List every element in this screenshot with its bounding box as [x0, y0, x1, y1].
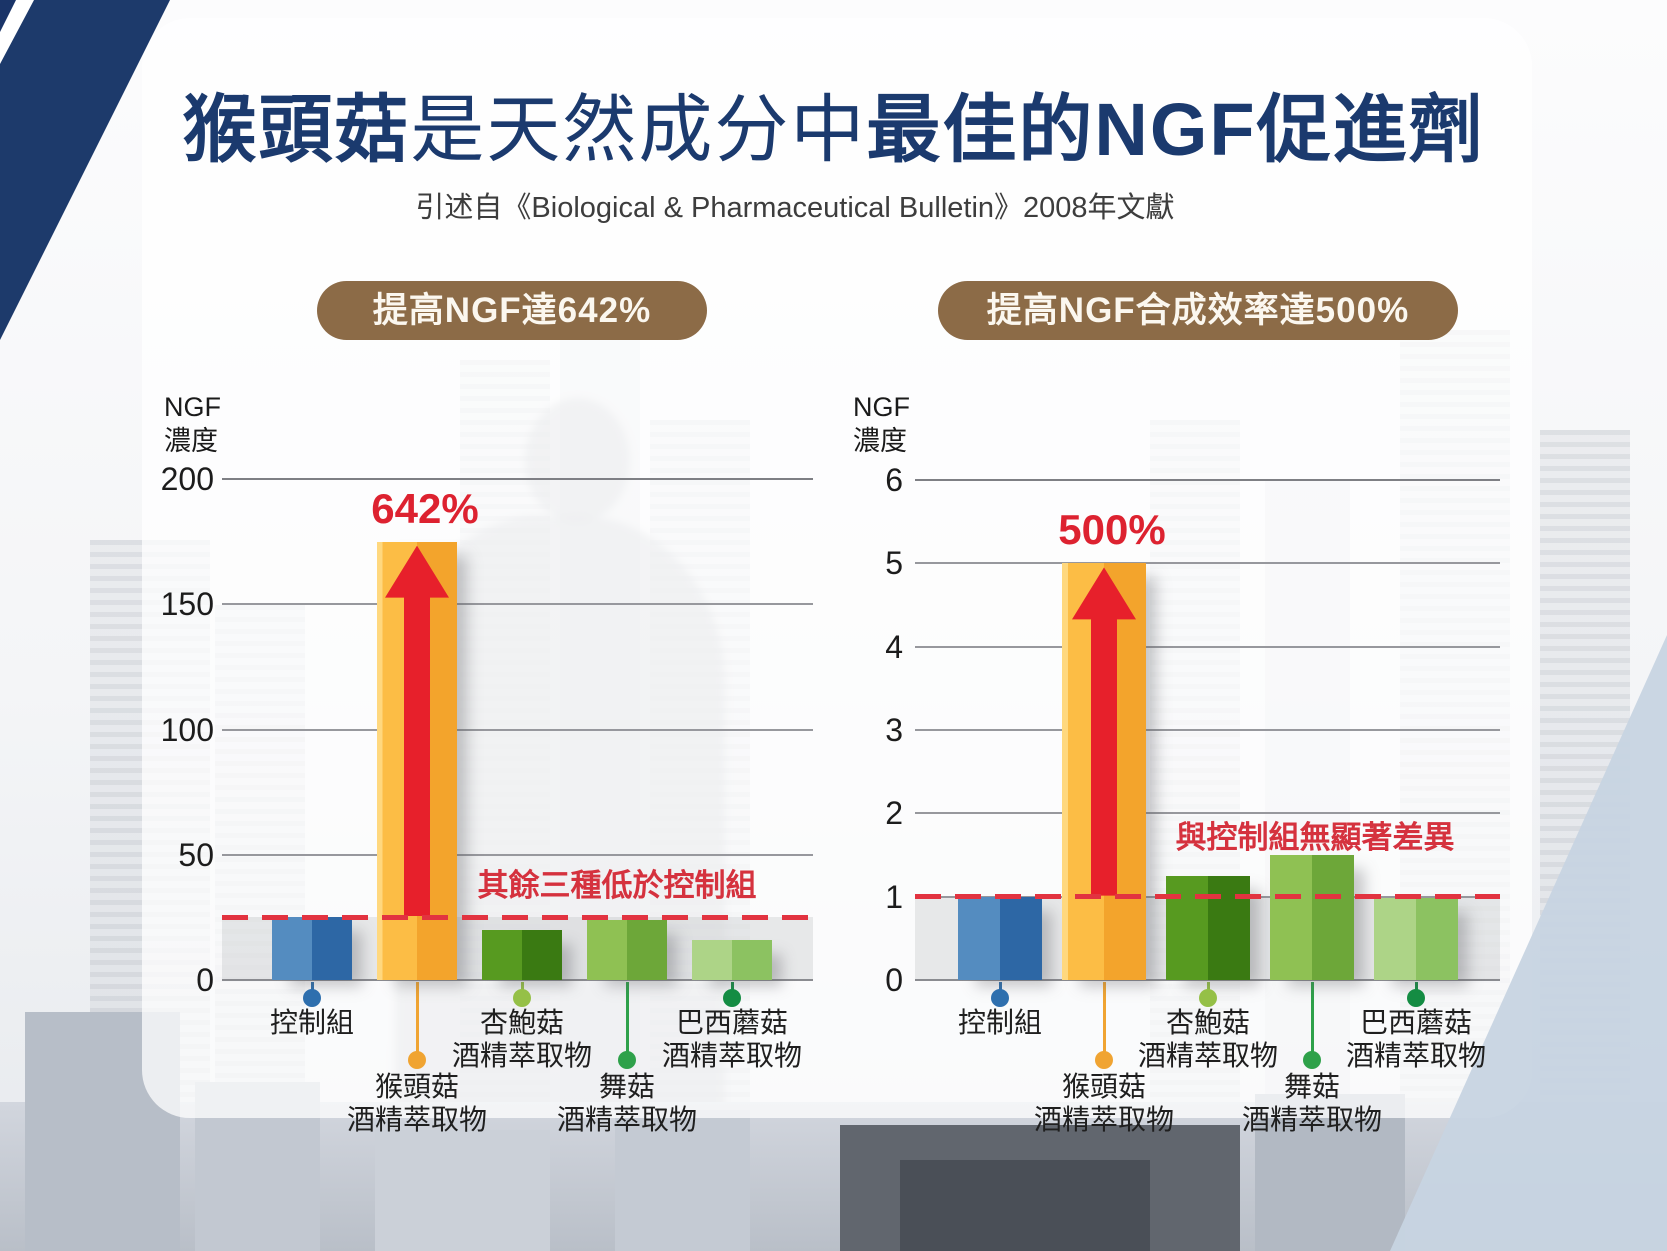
gridline — [222, 728, 813, 731]
bar-label-line: 酒精萃取物 — [1137, 1040, 1278, 1071]
city-building-decoration — [900, 1160, 1150, 1251]
bar-dot — [408, 1051, 426, 1069]
highlight-callout: 500% — [1058, 506, 1166, 554]
city-building-decoration — [375, 1130, 550, 1251]
tick-label: 100 — [160, 711, 214, 748]
y-axis-label: NGF 濃度 — [853, 392, 910, 456]
bar-label-line: 舞菇 — [598, 1071, 655, 1102]
tick-label: 0 — [196, 962, 214, 998]
page-title: 猴頭菇是天然成分中最佳的NGF促進劑 — [0, 70, 1667, 177]
bar — [1374, 898, 1458, 980]
bar — [272, 917, 352, 980]
bar-dot — [1407, 989, 1425, 1007]
gridline — [222, 853, 813, 856]
bar-label: 杏鮑菇 酒精萃取物 — [382, 1006, 662, 1072]
tick-label: 0 — [885, 962, 903, 998]
bar-dot — [1199, 989, 1217, 1007]
bar-label-line: 舞菇 — [1283, 1071, 1340, 1102]
annotation: 其餘三種低於控制組 — [477, 868, 757, 903]
tick-label: 1 — [885, 878, 903, 915]
bar-label-line: 酒精萃取物 — [451, 1040, 592, 1071]
bar-label-line: 猴頭菇 — [1061, 1071, 1146, 1102]
gridline — [915, 729, 1500, 731]
x-axis-line — [222, 979, 813, 981]
bar-label-line: 杏鮑菇 — [1165, 1007, 1250, 1038]
bar-dot — [1095, 1051, 1113, 1069]
bar — [1166, 875, 1250, 980]
bar-label: 巴西蘑菇 酒精萃取物 — [592, 1006, 872, 1072]
bar-label: 舞菇 酒精萃取物 — [1172, 1070, 1452, 1136]
gridline — [222, 603, 813, 606]
gridline — [222, 478, 813, 480]
bar-label-line: 酒精萃取物 — [346, 1104, 487, 1135]
bar-connector — [625, 982, 629, 1060]
bar-label-line: 控制組 — [269, 1007, 354, 1038]
bar — [482, 929, 562, 980]
bar-dot — [618, 1051, 636, 1069]
bar — [587, 919, 667, 980]
bar-label-line: 酒精萃取物 — [661, 1040, 802, 1071]
tick-label: 2 — [885, 795, 903, 832]
bar-dot — [1303, 1051, 1321, 1069]
annotation: 與控制組無顯著差異 — [1175, 820, 1455, 855]
bar-label-line: 酒精萃取物 — [556, 1104, 697, 1135]
tick-label: 6 — [885, 462, 903, 498]
gridline — [915, 812, 1500, 815]
gridline — [915, 645, 1500, 648]
bar-label: 舞菇 酒精萃取物 — [487, 1070, 767, 1136]
bar — [692, 939, 772, 980]
bar-label: 猴頭菇 酒精萃取物 — [277, 1070, 557, 1136]
y-axis-label: NGF 濃度 — [164, 392, 221, 456]
bar — [958, 896, 1042, 980]
bar-label-line: 酒精萃取物 — [1241, 1104, 1382, 1135]
bar-label: 控制組 — [172, 1006, 452, 1039]
page-title-bold-lead: 猴頭菇 — [182, 88, 411, 171]
page-title-regular-mid: 是天然成分中 — [410, 88, 867, 171]
bar-label-line: 酒精萃取物 — [1033, 1104, 1174, 1135]
bar-label: 控制組 — [860, 1006, 1140, 1039]
right-chart-badge: 提高NGF合成效率達500% — [938, 281, 1458, 340]
gridline — [915, 562, 1500, 565]
gridline — [915, 479, 1500, 481]
bar-label: 杏鮑菇 酒精萃取物 — [1068, 1006, 1348, 1072]
city-building-decoration — [1255, 1094, 1405, 1251]
tick-label: 150 — [160, 586, 214, 623]
bar-connector — [1102, 982, 1106, 1060]
tick-label: 3 — [885, 712, 903, 748]
bar-label-line: 杏鮑菇 — [479, 1007, 564, 1038]
x-axis-line — [915, 979, 1500, 981]
bar-dot — [513, 989, 531, 1007]
bar-connector — [415, 982, 419, 1060]
bar-label: 巴西蘑菇 酒精萃取物 — [1276, 1006, 1556, 1072]
bar-label-line: 控制組 — [957, 1007, 1042, 1038]
bar — [1270, 855, 1354, 980]
bar-label-line: 巴西蘑菇 — [1359, 1007, 1472, 1038]
left-chart-badge: 提高NGF達642% — [317, 281, 707, 340]
bar-dot — [991, 989, 1009, 1007]
baseline-dashed-line — [222, 914, 813, 920]
tick-label: 200 — [160, 461, 214, 497]
page-title-bold-tail: 最佳的NGF促進劑 — [866, 88, 1485, 171]
bar-label-line: 巴西蘑菇 — [675, 1007, 788, 1038]
tick-label: 5 — [885, 545, 903, 582]
bar-connector — [1310, 982, 1314, 1060]
bar-dot — [303, 989, 321, 1007]
city-building-decoration — [615, 1110, 750, 1251]
tick-label: 4 — [885, 628, 903, 665]
bar-dot — [723, 989, 741, 1007]
bar-label-line: 酒精萃取物 — [1345, 1040, 1486, 1071]
source-citation: 引述自《Biological & Pharmaceutical Bulletin… — [415, 192, 1175, 224]
highlight-callout: 642% — [371, 484, 479, 532]
baseline-dashed-line — [915, 894, 1500, 900]
tick-label: 50 — [178, 836, 214, 873]
bar-label-line: 猴頭菇 — [374, 1071, 459, 1102]
bar-label: 猴頭菇 酒精萃取物 — [964, 1070, 1244, 1136]
